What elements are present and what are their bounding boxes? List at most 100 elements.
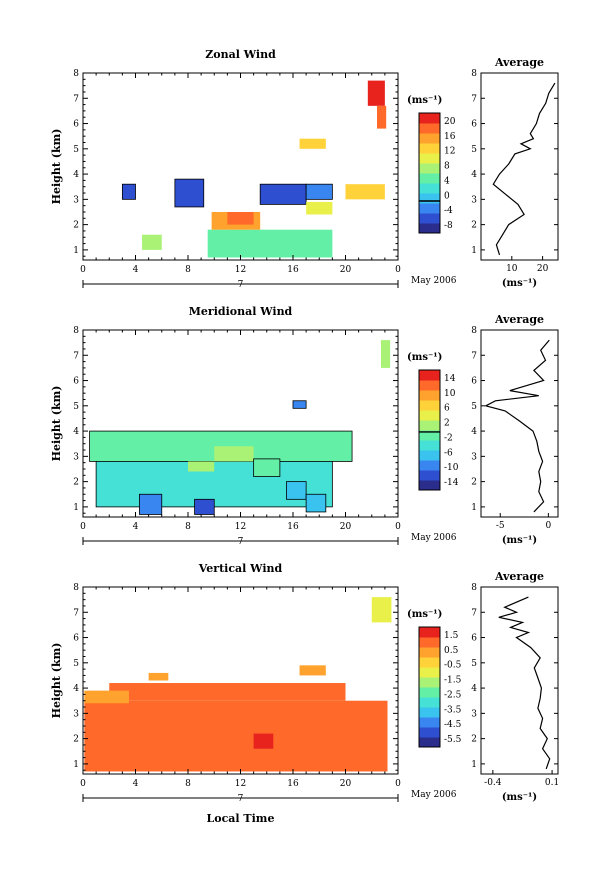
panel-title: Vertical Wind <box>198 562 283 575</box>
heatmap-cell-5 <box>253 458 280 477</box>
heatmap-cell-1 <box>109 683 346 701</box>
profile-x-axis-label: (ms⁻¹) <box>502 535 537 546</box>
profile-y-tick-label: 8 <box>471 326 477 336</box>
colorbar-tick-label: -3.5 <box>444 705 462 715</box>
colorbar-swatch <box>419 123 440 134</box>
y-tick-label: 4 <box>73 427 79 437</box>
profile-frame <box>480 72 559 261</box>
colorbar: 20 16 12 8 4 0 -4 -8 <box>418 112 456 234</box>
colorbar-frame <box>418 369 441 491</box>
x-tick-label: 16 <box>287 265 299 275</box>
heatmap-cell-7 <box>371 597 392 623</box>
profile-line <box>484 339 550 513</box>
day-label: 7 <box>238 794 244 804</box>
colorbar-swatch <box>419 173 440 184</box>
profile-title: Average <box>494 313 544 326</box>
heatmap-cell-4 <box>214 446 254 462</box>
profile-y-tick-label: 5 <box>471 659 477 669</box>
colorbar-tick-label: -8 <box>444 221 453 231</box>
heatmap-cell-8 <box>306 201 333 215</box>
y-tick-label: 2 <box>73 221 79 231</box>
heatmap-cells <box>84 597 392 772</box>
y-tick-label: 3 <box>73 195 79 205</box>
x-tick-label: 4 <box>133 779 139 789</box>
y-tick-label: 6 <box>73 634 79 644</box>
colorbar-swatch <box>419 460 440 471</box>
contour-8 <box>305 493 327 513</box>
y-tick-label: 5 <box>73 145 79 155</box>
y-tick-label: 1 <box>73 760 79 770</box>
average-profile: Average 1 2 3 4 5 6 7 8 -5 0 (ms⁻¹) <box>471 313 559 546</box>
y-tick-label: 5 <box>73 659 79 669</box>
y-tick-label: 4 <box>73 684 79 694</box>
x-tick-label: 8 <box>185 522 191 532</box>
date-label: May 2006 <box>411 533 457 543</box>
colorbar-swatch <box>419 440 440 451</box>
heatmap-cell-4 <box>220 751 230 769</box>
contour-5 <box>253 458 281 477</box>
heatmap-cell-12 <box>377 105 387 129</box>
colorbar-tick-label: 0 <box>444 191 450 201</box>
heatmap-cell-7 <box>227 211 254 225</box>
profile-y-tick-label: 1 <box>471 503 477 513</box>
x-tick-label: 0 <box>395 522 401 532</box>
profile-y-tick-label: 2 <box>471 735 477 745</box>
day-label: 7 <box>238 537 244 547</box>
profile-x-tick-label: 0 <box>546 521 552 531</box>
x-tick-label: 0 <box>395 265 401 275</box>
y-tick-label: 1 <box>73 246 79 256</box>
profile-y-tick-label: 2 <box>471 221 477 231</box>
contour-0 <box>121 183 136 200</box>
colorbar: 1.5 0.5 -0.5 -1.5 -2.5 -3.5 -4.5 -5.5 <box>418 626 462 748</box>
contour-7 <box>286 481 307 500</box>
profile-x-axis-label: (ms⁻¹) <box>502 792 537 803</box>
contour-1 <box>174 178 205 208</box>
y-tick-label: 5 <box>73 402 79 412</box>
profile-y-tick-label: 7 <box>471 351 477 361</box>
x-tick-label: 4 <box>133 265 139 275</box>
y-tick-label: 4 <box>73 170 79 180</box>
profile-x-tick-label: 0.1 <box>545 778 559 788</box>
profile-title: Average <box>494 56 544 69</box>
x-tick-label: 20 <box>340 265 352 275</box>
panel-title: Zonal Wind <box>205 48 276 61</box>
x-tick-label: 0 <box>395 779 401 789</box>
average-profile: Average 1 2 3 4 5 6 7 8 -0.4 0.1 (ms⁻¹) <box>471 570 559 803</box>
colorbar-swatch <box>419 420 440 431</box>
profile-y-tick-label: 5 <box>471 402 477 412</box>
colorbar-swatch <box>419 647 440 658</box>
profile-y-tick-label: 7 <box>471 94 477 104</box>
heatmap-cell-6 <box>299 665 326 676</box>
colorbar-tick-label: -0.5 <box>444 661 462 671</box>
colorbar-swatch <box>419 183 440 194</box>
y-tick-label: 6 <box>73 120 79 130</box>
colorbar-swatch <box>419 450 440 461</box>
colorbar-tick-label: 1.5 <box>444 631 459 641</box>
colorbar-swatch <box>419 203 440 214</box>
profile-y-tick-label: 1 <box>471 246 477 256</box>
colorbar-tick-label: 20 <box>444 117 456 127</box>
profile-y-tick-label: 3 <box>471 709 477 719</box>
x-tick-label: 16 <box>287 522 299 532</box>
x-tick-label: 16 <box>287 779 299 789</box>
profile-y-tick-label: 6 <box>471 634 477 644</box>
heatmap-cell-5 <box>142 234 162 250</box>
colorbar-swatch <box>419 430 440 441</box>
colorbar-swatch <box>419 390 440 401</box>
colorbar-tick-label: 16 <box>444 132 456 142</box>
colorbar-swatch <box>419 480 440 491</box>
x-tick-label: 12 <box>235 779 246 789</box>
heatmap-cell-3 <box>194 499 215 515</box>
colorbar-unit-label: (ms⁻¹) <box>407 352 442 363</box>
y-axis-label: Height (km) <box>50 643 63 719</box>
colorbar-frame <box>418 626 441 748</box>
day-label: 7 <box>238 280 244 290</box>
colorbar-swatch <box>419 223 440 234</box>
colorbar-swatch <box>419 400 440 411</box>
contour-3 <box>194 498 215 515</box>
colorbar-tick-label: -4 <box>444 206 453 216</box>
panel-title: Meridional Wind <box>189 305 293 318</box>
